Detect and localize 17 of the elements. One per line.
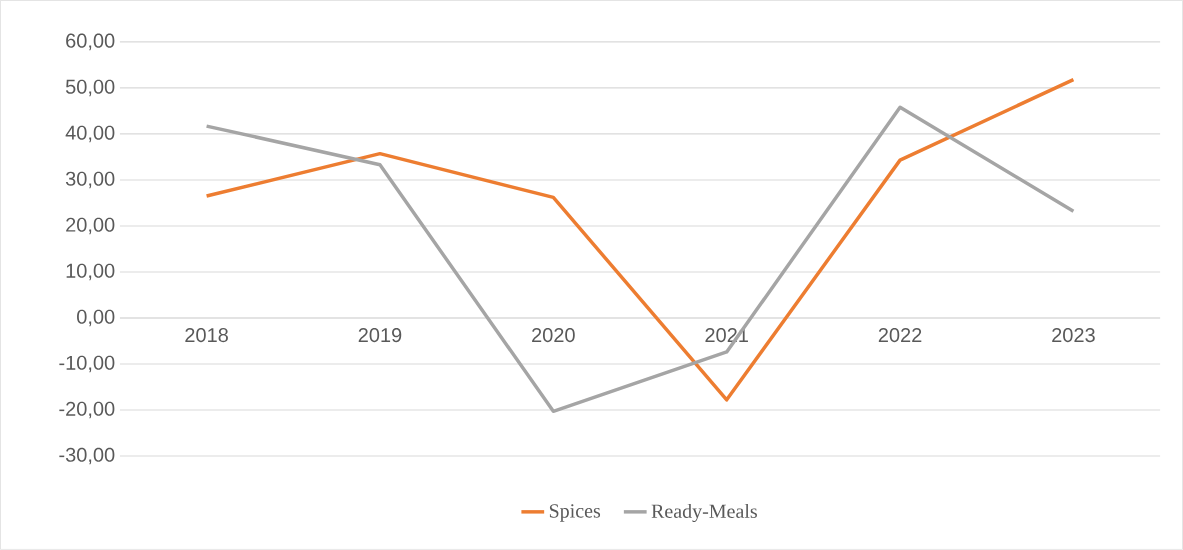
x-tick-label: 2023 (1052, 328, 1095, 343)
y-tick-label: 60,00 (66, 33, 115, 51)
y-tick-label: -10,00 (59, 355, 115, 373)
y-tick-label: 10,00 (66, 263, 115, 281)
x-tick-label: 2018 (185, 328, 228, 343)
y-tick-label: 50,00 (65, 79, 115, 97)
y-tick-label: 30,00 (65, 171, 115, 189)
y-tick-label: 40,00 (65, 125, 115, 143)
y-tick-label: -20,00 (59, 401, 115, 419)
x-tick-label: 2019 (358, 328, 402, 343)
x-tick-label: 2020 (532, 328, 575, 343)
legend-label: Ready-Meals (651, 504, 757, 523)
y-tick-label: 0,00 (77, 309, 115, 327)
legend-label: Spices (549, 504, 601, 522)
y-tick-label: 20,00 (66, 217, 115, 235)
y-tick-label: -30,00 (59, 447, 115, 465)
x-tick-label: 2022 (878, 328, 922, 343)
